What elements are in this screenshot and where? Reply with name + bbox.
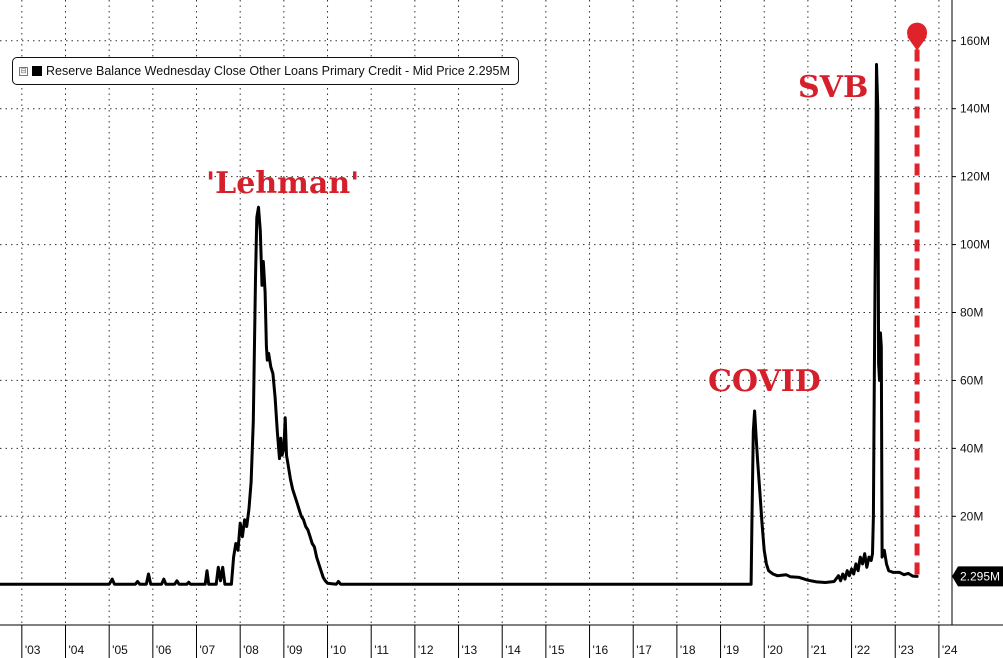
last-value-label: 2.295M [960, 569, 1000, 583]
x-tick-label: '18 [680, 643, 696, 657]
x-tick-label: '20 [767, 643, 783, 657]
y-tick-label: 20M [960, 509, 983, 523]
y-tick-label: 160M [960, 34, 990, 48]
arrow-layer [907, 22, 928, 575]
x-tick-label: '09 [287, 643, 303, 657]
y-tick-label: 60M [960, 373, 983, 387]
x-tick-label: '23 [898, 643, 914, 657]
arrow-head [907, 36, 928, 51]
x-tick-label: '13 [462, 643, 478, 657]
legend-label: Reserve Balance Wednesday Close Other Lo… [46, 64, 510, 78]
x-tick-label: '12 [418, 643, 434, 657]
x-tick-label: '06 [156, 643, 172, 657]
legend[interactable]: ⊟ Reserve Balance Wednesday Close Other … [12, 57, 519, 85]
x-tick-label: '22 [855, 643, 871, 657]
grid-layer [0, 0, 952, 625]
series-layer [0, 63, 919, 586]
x-tick-label: '11 [374, 643, 389, 657]
y-tick-label: 80M [960, 306, 983, 320]
x-tick-label: '03 [25, 643, 41, 657]
x-tick-label: '08 [243, 643, 259, 657]
annotation-lehman: 'Lehman' [206, 166, 360, 201]
last-value-tag: 2.295M [952, 566, 1003, 587]
x-tick-label: '14 [505, 643, 521, 657]
series-line [0, 63, 919, 586]
x-tick-label: '21 [811, 643, 827, 657]
y-tick-label: 40M [960, 441, 983, 455]
x-tick-label: '07 [200, 643, 216, 657]
x-tick-label: '04 [69, 643, 85, 657]
legend-swatch [32, 66, 42, 76]
x-tick-label: '10 [331, 643, 347, 657]
last-value-bg [952, 566, 1003, 587]
x-tick-label: '24 [942, 643, 958, 657]
x-tick-label: '17 [636, 643, 652, 657]
x-tick-label: '15 [549, 643, 565, 657]
y-tick-label: 100M [960, 238, 990, 252]
x-tick-label: '05 [112, 643, 128, 657]
x-tick-label: '19 [724, 643, 740, 657]
legend-collapse-icon[interactable]: ⊟ [19, 66, 28, 76]
annotation-covid: COVID [708, 364, 821, 399]
y-tick-label: 140M [960, 102, 990, 116]
y-tick-label: 120M [960, 170, 990, 184]
annotation-svb: SVB [798, 70, 869, 105]
x-tick-label: '16 [593, 643, 609, 657]
